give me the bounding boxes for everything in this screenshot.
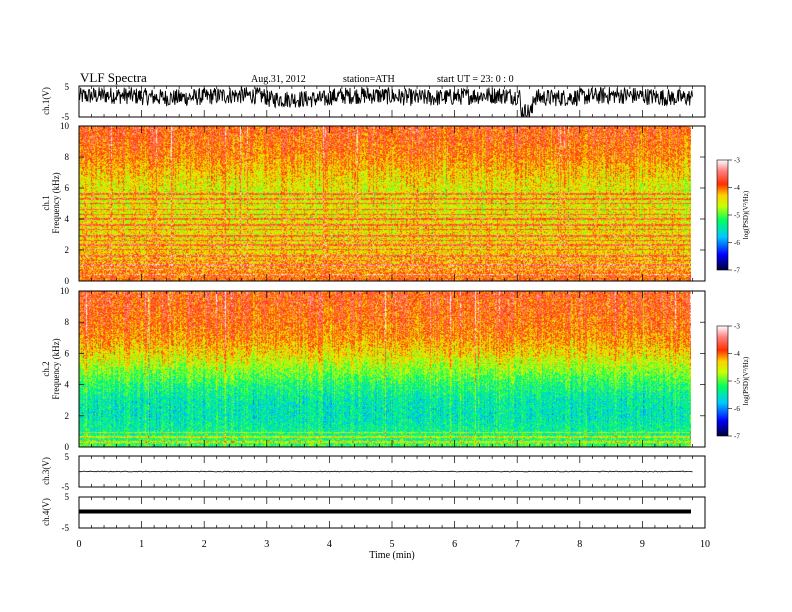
ch1-spectrogram-image <box>79 126 691 281</box>
ch1-colorbar-ticks: -3 -4 -5 -6 -7 <box>728 157 740 275</box>
ch1-waveform-ticks <box>78 86 706 117</box>
ch4-waveform-ytick-top: 5 <box>65 492 70 502</box>
frequency-tick-label: 10 <box>60 286 70 296</box>
figure-title: VLF Spectra <box>80 70 147 85</box>
ch1-spectrogram-ticks <box>78 126 706 281</box>
time-tick-label: 4 <box>327 539 332 550</box>
ch3-waveform-panel: 5 -5 ch.3(V) <box>41 452 706 492</box>
frequency-tick-label: 8 <box>65 317 70 327</box>
time-tick-label: 2 <box>202 539 207 550</box>
time-tick-label: 3 <box>264 539 269 550</box>
ch2-spectrogram-image <box>79 291 691 447</box>
frequency-tick-label: 6 <box>65 183 70 193</box>
ch1-waveform-ytick-top: 5 <box>65 82 70 92</box>
frequency-tick-label: 6 <box>65 348 70 358</box>
figure-station: station=ATH <box>343 74 395 85</box>
frequency-tick-label: 10 <box>60 121 70 131</box>
colorbar-tick-label: -4 <box>734 184 740 192</box>
ch4-waveform-ticks <box>78 497 706 528</box>
figure-date: Aug.31, 2012 <box>251 74 306 85</box>
frequency-tick-label: 8 <box>65 152 70 162</box>
ch2-spectrogram-channel-label: ch.2 <box>41 361 51 376</box>
ch1-waveform-ytick-bottom: -5 <box>62 112 70 122</box>
time-tick-label: 9 <box>640 539 645 550</box>
frequency-tick-label: 4 <box>65 380 70 390</box>
ch1-waveform-ylabel: ch.1(V) <box>41 87 51 115</box>
time-tick-label: 1 <box>139 539 144 550</box>
frequency-tick-label: 0 <box>65 442 70 452</box>
time-axis-tick-labels: 0 1 2 3 4 5 6 7 8 9 10 <box>77 539 711 550</box>
colorbar-tick-label: -6 <box>734 239 740 247</box>
ch1-waveform-trace <box>78 86 693 118</box>
time-tick-label: 5 <box>390 539 395 550</box>
ch1-spectrogram-yticks: 0 2 4 6 8 10 <box>60 121 705 286</box>
ch3-waveform-trace <box>78 470 693 473</box>
time-tick-label: 0 <box>77 539 82 550</box>
ch1-colorbar-label: log(PSD)(V²/Hz) <box>742 190 750 239</box>
time-axis-label: Time (min) <box>369 550 414 561</box>
frequency-tick-label: 4 <box>65 214 70 224</box>
ch1-spectrogram-ylabel: Frequency (kHz) <box>51 172 61 233</box>
ch1-colorbar <box>716 159 729 271</box>
colorbar-tick-label: -7 <box>734 267 740 275</box>
colorbar-tick-label: -4 <box>734 350 740 358</box>
ch2-spectrogram-ylabel: Frequency (kHz) <box>51 338 61 399</box>
time-tick-label: 10 <box>700 539 710 550</box>
figure-start-time: start UT = 23: 0 : 0 <box>437 74 514 85</box>
colorbar-tick-label: -3 <box>734 323 740 331</box>
time-tick-label: 7 <box>515 539 520 550</box>
ch1-waveform-panel: 5 -5 ch.1(V) <box>41 82 706 122</box>
colorbar-tick-label: -3 <box>734 157 740 165</box>
ch2-colorbar-ticks: -3 -4 -5 -6 -7 <box>728 323 740 441</box>
ch3-waveform-ytick-top: 5 <box>65 452 70 462</box>
ch4-waveform-ylabel: ch.4(V) <box>41 498 51 526</box>
ch2-colorbar-label: log(PSD)(V²/Hz) <box>742 356 750 405</box>
ch4-waveform-trace <box>79 509 691 514</box>
ch3-waveform-ytick-bottom: -5 <box>62 482 70 492</box>
colorbar-tick-label: -7 <box>734 433 740 441</box>
ch3-waveform-ticks <box>78 456 706 487</box>
ch2-spectrogram-yticks: 0 2 4 6 8 10 <box>60 286 705 452</box>
frequency-tick-label: 0 <box>65 276 70 286</box>
ch3-waveform-ylabel: ch.3(V) <box>41 457 51 485</box>
frequency-tick-label: 2 <box>65 245 70 255</box>
time-tick-label: 8 <box>577 539 582 550</box>
colorbar-tick-label: -6 <box>734 405 740 413</box>
ch2-spectrogram-ticks <box>78 291 706 447</box>
frequency-tick-label: 2 <box>65 411 70 421</box>
colorbar-tick-label: -5 <box>734 378 740 386</box>
colorbar-tick-label: -5 <box>734 212 740 220</box>
ch4-waveform-ytick-bottom: -5 <box>62 523 70 533</box>
time-tick-label: 6 <box>452 539 457 550</box>
ch4-waveform-panel: 5 -5 ch.4(V) <box>41 492 706 533</box>
ch1-spectrogram-channel-label: ch.1 <box>41 195 51 210</box>
ch2-colorbar <box>716 325 729 437</box>
